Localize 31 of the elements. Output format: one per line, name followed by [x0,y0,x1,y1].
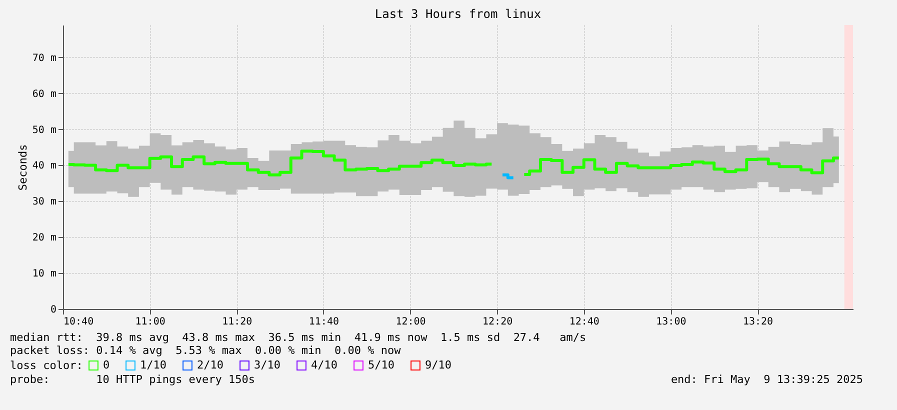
legend-label: 9/10 [425,358,452,372]
legend-title: loss color: [10,359,83,372]
y-axis-title: Seconds [16,144,30,191]
legend-label: 5/10 [368,358,394,372]
y-tick-label: 40 m [32,160,56,172]
y-tick-label: 20 m [32,232,56,244]
x-tick-label: 11:20 [222,316,252,328]
legend-label: 2/10 [197,358,224,372]
x-tick-label: 12:00 [396,316,426,328]
legend-label: 4/10 [311,358,338,372]
text: median rtt: 39.8 ms avg 43.8 ms max 36.5 ms min 41.9 ms now 1.5 ms sd 27.4 am/s [10,331,586,344]
legend-label: 1/10 [140,358,166,372]
x-tick-label: 11:00 [135,316,166,328]
text: packet loss: 0.14 % avg 5.53 % max 0.00 % min 0.00 % now [10,344,402,357]
y-tick-label: 0 [50,304,56,316]
x-tick-label: 10:40 [64,316,94,328]
y-tick-label: 10 m [32,268,56,280]
chart-title: Last 3 Hours from linux [374,7,542,21]
x-tick-label: 13:20 [742,316,774,328]
x-tick-label: 12:40 [569,316,600,328]
x-tick-label: 11:40 [308,316,339,328]
x-tick-label: 13:00 [656,316,686,328]
y-tick-label: 60 m [32,88,56,100]
y-tick-label: 50 m [32,124,56,136]
legend-label: 3/10 [254,358,280,372]
text: probe: 10 HTTP pings every 150s [10,373,256,386]
y-tick-label: 70 m [32,52,56,64]
x-tick-label: 12:20 [482,316,513,328]
text: end: Fri May 9 13:39:25 2025 [670,373,863,386]
legend-label: 0 [103,358,110,372]
y-tick-label: 30 m [32,196,56,208]
